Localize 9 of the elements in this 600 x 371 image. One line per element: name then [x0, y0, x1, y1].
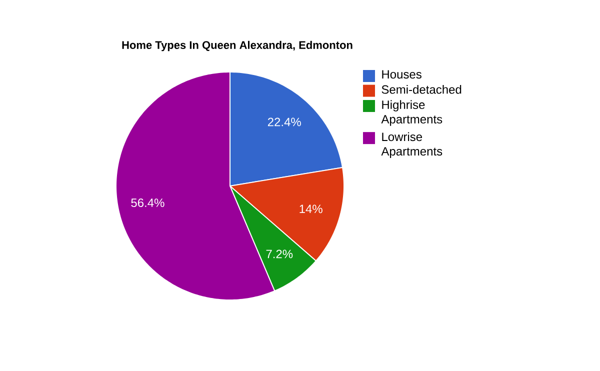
legend-label: Houses	[382, 70, 422, 79]
chart-title: Home Types In Queen Alexandra, Edmonton	[122, 40, 352, 52]
legend-label: Highrise Apartments	[381, 100, 442, 126]
data-label: 7.2%	[266, 250, 293, 258]
data-label: 14%	[300, 204, 322, 214]
data-label: 22.4%	[268, 118, 301, 126]
legend-label: Semi-detached	[382, 84, 462, 94]
legend-label: Lowrise Apartments	[381, 132, 442, 158]
data-label: 56.4%	[131, 198, 164, 208]
